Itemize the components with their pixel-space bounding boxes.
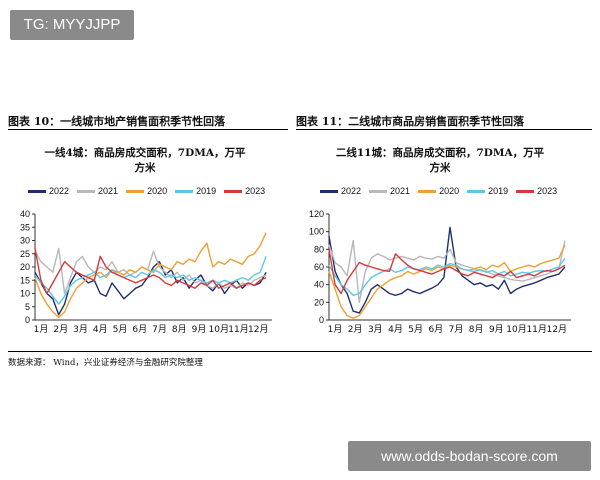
right-chart-series-2021 [328,239,566,304]
left-chart-title-line2: 方米 [134,162,156,174]
left-chart-x-tick-label: 12月 [248,324,268,335]
right-chart-x-tick-label: 11月 [526,324,546,335]
left-chart-x-tick-label: 6月 [132,324,147,335]
right-chart-y-tick-label: 120 [309,209,324,219]
right-chart-y-tick-label: 80 [314,244,324,254]
right-chart-x-tick-label: 3月 [368,324,383,335]
left-chart-y-tick-label: 0 [25,315,30,325]
left-chart-series-2023 [34,248,267,295]
left-chart-x-tick-label: 9月 [192,324,207,335]
left-chart-x-tick-label: 7月 [152,324,167,335]
left-chart-y-tick-label: 20 [20,262,30,272]
left-chart-x-tick-label: 5月 [113,324,128,335]
left-legend-2022: 2022 [28,186,69,196]
right-chart-x-tick-label: 4月 [388,324,403,335]
right-chart-x-tick-label: 6月 [428,324,443,335]
left-chart-y-tick-label: 15 [20,275,30,285]
left-chart-y-tick-label: 10 [20,289,30,299]
source-note: 数据来源： Wind，兴业证券经济与金融研究院整理 [8,358,203,368]
right-legend-2020: 2020 [418,186,459,196]
right-legend-2022: 2022 [320,186,361,196]
left-chart-y-tick-label: 30 [20,236,30,246]
left-chart-x-tick-label: 2月 [53,324,68,335]
right-legend-2019: 2019 [467,186,508,196]
right-chart-y-tick-label: 40 [314,280,324,290]
source-rule [8,351,592,352]
left-legend-2020: 2020 [126,186,167,196]
left-chart-y-tick-label: 5 [25,302,30,312]
left-chart: 0 5 10 15 20 25 30 35 40 1月 2月 3月 4月 5月 6月 7月 8月 9月 10月 11月… [20,209,272,335]
left-chart-title: 一线4城：商品房成交面积，7DMA，万平 方米 [20,146,270,176]
right-chart-x-tick-label: 2月 [348,324,363,335]
left-chart-series-2020 [34,232,267,319]
right-chart-x-tick-label: 1月 [328,324,343,335]
right-chart-y-tick-label: 60 [314,262,324,272]
left-chart-y-tick-label: 25 [20,249,30,259]
figure-right-title: 图表 11：二线城市商品房销售面积季节性回落 [296,115,525,128]
left-chart-x-tick-label: 3月 [73,324,88,335]
right-legend-2023: 2023 [516,186,557,196]
right-chart-x-tick-label: 5月 [408,324,423,335]
right-chart-y-tick-label: 0 [319,315,324,325]
left-chart-title-line1: 一线4城：商品房成交面积，7DMA，万平 [44,147,246,159]
left-chart-x-tick-label: 4月 [93,324,108,335]
right-chart-y-tick-label: 100 [309,227,324,237]
left-chart-x-tick-label: 10月 [209,324,229,335]
left-legend: 2022 2021 2020 2019 2023 [28,186,265,196]
right-chart: 0 20 40 60 80 100 120 1月 2月 3月 4月 5月 6月 7月 8月 9月 10月 11月 1… [309,209,571,335]
right-legend-2021: 2021 [369,186,410,196]
left-chart-y-tick-label: 40 [20,209,30,219]
right-title-rule [296,129,592,130]
right-chart-y-tick-label: 20 [314,297,324,307]
figure-left-title: 图表 10：一线城市地产销售面积季节性回落 [8,115,226,128]
right-chart-title-line1: 二线11城：商品房成交面积，7DMA，万平 [335,147,545,159]
left-chart-x-tick-label: 1月 [34,324,49,335]
left-legend-2021: 2021 [77,186,118,196]
right-legend: 2022 2021 2020 2019 2023 [320,186,557,196]
right-chart-title-line2: 方米 [429,162,451,174]
left-legend-2023: 2023 [224,186,265,196]
right-chart-title: 二线11城：商品房成交面积，7DMA，万平 方米 [310,146,570,176]
watermark-bottom: www.odds-bodan-score.com [348,441,591,471]
right-chart-x-tick-label: 9月 [489,324,504,335]
left-chart-x-tick-label: 11月 [228,324,248,335]
right-chart-x-tick-label: 8月 [469,324,484,335]
right-chart-series-2023 [328,249,566,295]
right-chart-series-2022 [328,226,566,314]
left-legend-2019: 2019 [175,186,216,196]
left-title-rule [8,129,288,130]
right-chart-x-tick-label: 10月 [506,324,526,335]
right-chart-series-2019 [328,257,566,297]
left-chart-x-tick-label: 8月 [172,324,187,335]
right-chart-x-tick-label: 7月 [449,324,464,335]
left-chart-y-tick-label: 35 [20,222,30,232]
left-chart-series-2019 [34,256,267,305]
right-chart-series-2020 [328,244,566,319]
watermark-top: TG: MYYJJPP [10,10,134,40]
right-chart-x-tick-label: 12月 [547,324,567,335]
